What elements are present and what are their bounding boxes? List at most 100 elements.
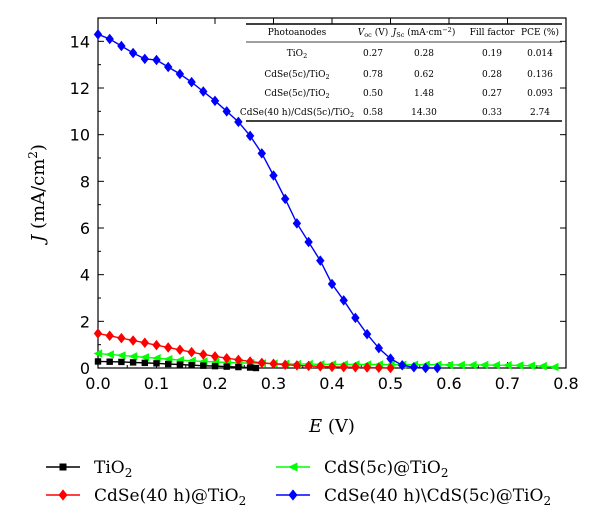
data-point xyxy=(257,357,266,369)
data-point xyxy=(140,53,149,65)
series-0 xyxy=(94,358,260,372)
data-point xyxy=(433,362,442,374)
data-point xyxy=(456,360,465,370)
data-point xyxy=(252,364,260,372)
legend-entry: CdSe(40 h)\CdS(5c)@TiO2 xyxy=(276,486,551,508)
series-line xyxy=(97,352,555,368)
table-cell-ff: 0.27 xyxy=(482,89,502,99)
data-point xyxy=(210,95,220,107)
table-cell-jsc: 0.28 xyxy=(414,49,434,59)
series-layer xyxy=(93,29,559,374)
data-point xyxy=(235,363,242,371)
y-tick-label: 4 xyxy=(80,266,90,285)
data-point xyxy=(374,362,383,374)
data-point xyxy=(351,312,360,324)
data-point xyxy=(211,362,219,370)
data-point xyxy=(514,361,524,370)
series-3 xyxy=(93,29,442,374)
data-point xyxy=(187,346,196,358)
legend-entry: TiO2 xyxy=(46,458,132,480)
y-tick-label: 12 xyxy=(70,79,90,98)
data-point xyxy=(175,68,185,80)
data-point xyxy=(398,359,407,371)
data-point xyxy=(246,364,254,371)
data-point xyxy=(176,361,184,368)
y-tick-label: 10 xyxy=(70,126,90,145)
data-point xyxy=(106,358,113,365)
data-point xyxy=(152,339,161,351)
y-tick-label: 2 xyxy=(80,312,90,331)
data-point xyxy=(526,361,536,370)
data-point xyxy=(105,33,114,45)
y-tick-label: 14 xyxy=(70,32,90,51)
data-point xyxy=(222,106,231,117)
data-point xyxy=(59,463,67,471)
legend: TiO2 CdSe(40 h)@TiO2 CdS(5c)@TiO2 CdSe(40 h… xyxy=(46,458,551,508)
data-point xyxy=(281,193,290,205)
table-header-cell: Fill factor xyxy=(470,28,516,38)
data-point xyxy=(467,360,477,370)
x-tick-label: 0.3 xyxy=(261,374,286,393)
data-point xyxy=(105,350,114,359)
data-point xyxy=(187,76,196,88)
data-point xyxy=(140,353,149,362)
data-point xyxy=(117,332,126,344)
y-tick-label: 0 xyxy=(80,359,90,378)
data-point xyxy=(199,349,208,360)
data-point xyxy=(292,218,302,229)
x-axis-title: E (V) xyxy=(308,416,355,437)
data-point xyxy=(409,362,419,373)
data-point xyxy=(502,361,512,370)
data-point xyxy=(537,361,547,371)
table-cell-photoanode: CdSe(5c)/TiO2 xyxy=(264,88,329,100)
x-tick-label: 0.2 xyxy=(202,374,227,393)
x-tick-label: 0.8 xyxy=(553,374,578,393)
data-point xyxy=(117,40,126,52)
table-cell-voc: 0.50 xyxy=(363,89,383,99)
data-point xyxy=(152,54,161,66)
y-tick-label: 8 xyxy=(80,172,90,191)
legend-label: CdSe(40 h)@TiO2 xyxy=(94,486,246,508)
table-cell-jsc: 0.62 xyxy=(414,70,434,80)
data-point xyxy=(164,342,173,353)
legend-label: TiO2 xyxy=(94,458,132,480)
table-cell-pce: 0.093 xyxy=(527,89,553,99)
data-point xyxy=(118,358,125,366)
data-point xyxy=(269,170,278,181)
table-cell-pce: 0.014 xyxy=(527,49,553,59)
data-point xyxy=(421,362,430,374)
data-point xyxy=(210,351,220,362)
data-point xyxy=(288,462,298,472)
x-tick-label: 0.6 xyxy=(436,374,461,393)
x-tick-label: 0.5 xyxy=(378,374,403,393)
data-point xyxy=(304,236,313,248)
data-point xyxy=(234,354,243,366)
data-point xyxy=(351,362,360,373)
data-point xyxy=(339,361,348,373)
data-point xyxy=(362,362,372,373)
data-point xyxy=(281,359,290,370)
data-point xyxy=(188,362,195,369)
table-cell-pce: 0.136 xyxy=(527,70,553,80)
data-point xyxy=(269,358,278,370)
data-point xyxy=(327,278,337,290)
data-point xyxy=(444,360,454,370)
data-point xyxy=(339,295,348,306)
table-cell-ff: 0.19 xyxy=(482,49,502,59)
data-point xyxy=(386,353,395,364)
series-1 xyxy=(93,328,395,374)
data-point xyxy=(128,352,138,361)
data-point xyxy=(58,489,68,501)
data-point xyxy=(140,337,149,349)
data-point xyxy=(292,360,302,371)
data-point xyxy=(175,344,185,356)
legend-label: CdS(5c)@TiO2 xyxy=(324,458,449,480)
table-header-cell: JSc (mA·cm−2) xyxy=(391,26,456,39)
data-point xyxy=(141,359,148,367)
table-header-cell: Voc (V) xyxy=(358,27,388,39)
table-cell-pce: 2.74 xyxy=(530,108,550,118)
data-point xyxy=(93,349,103,358)
data-point xyxy=(491,361,500,370)
axis-ticks: 0.0 0.1 0.2 0.3 0.4 0.5 0.6 0.7 0.8 0 2 4 6 8 10 12 14 xyxy=(70,17,579,393)
